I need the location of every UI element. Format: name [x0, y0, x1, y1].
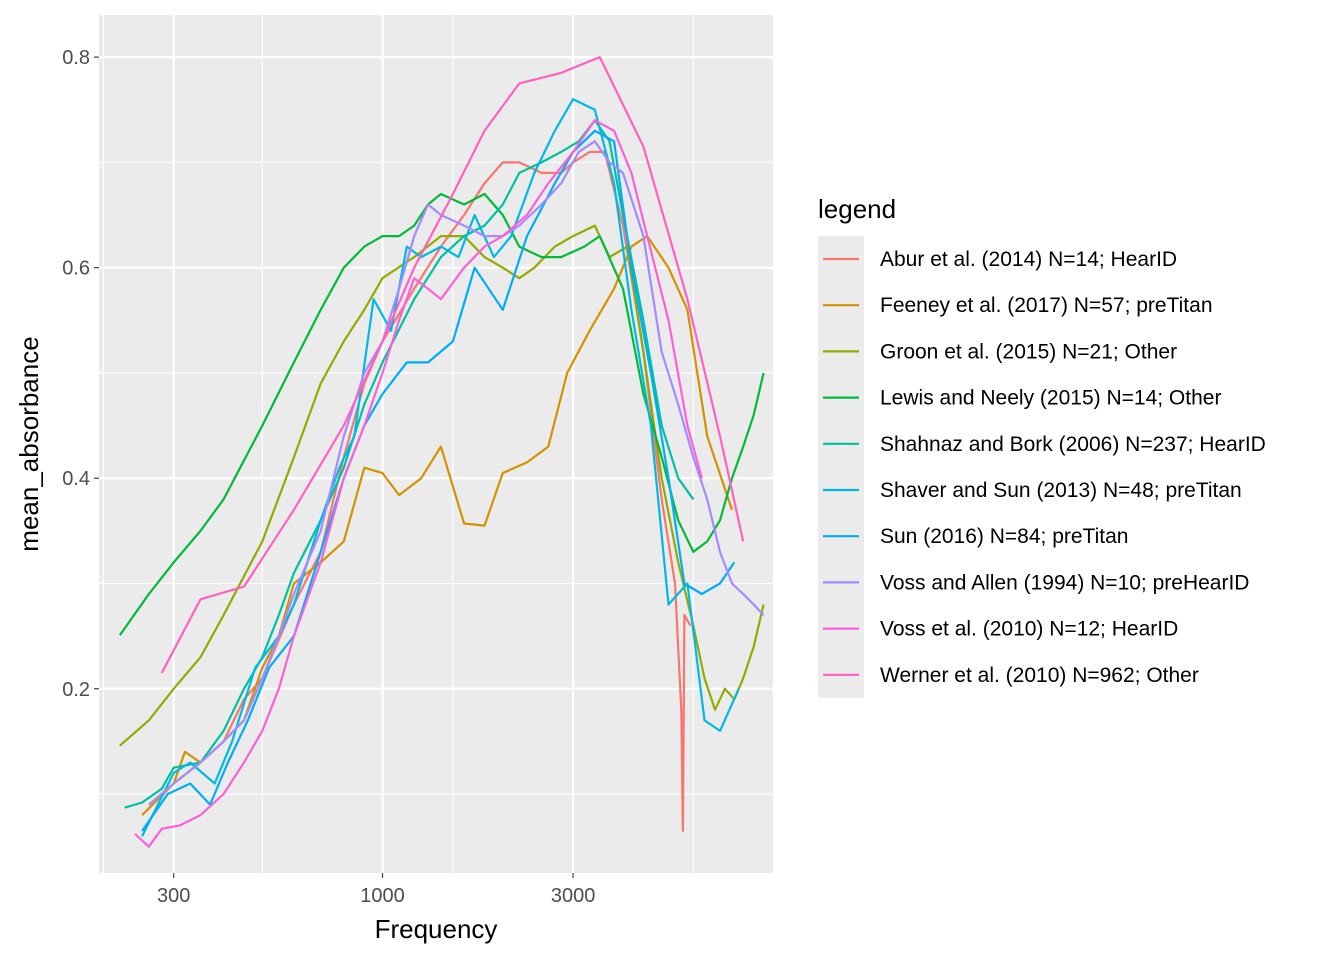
legend-label-10: Werner et al. (2010) N=962; Other	[880, 664, 1199, 687]
legend-key-background	[818, 235, 864, 698]
series-layer	[119, 56, 765, 848]
y-axis-title: mean_absorbance	[14, 336, 44, 551]
y-tick-label: 0.4	[62, 468, 90, 490]
legend-label-2: Feeney et al. (2017) N=57; preTitan	[880, 294, 1213, 317]
legend-label-4: Lewis and Neely (2015) N=14; Other	[880, 387, 1221, 410]
legend-label-6: Shaver and Sun (2013) N=48; preTitan	[880, 479, 1242, 502]
y-tick-label: 0.8	[62, 47, 90, 69]
series-line-6	[141, 98, 740, 837]
x-tick-label: 300	[157, 885, 190, 907]
legend: legend Abur et al. (2014) N=14; HearID Fe…	[818, 194, 1266, 698]
series-line-8	[148, 140, 765, 806]
series-line-9	[134, 119, 703, 848]
x-tick-label: 3000	[551, 885, 596, 907]
series-line-5	[124, 119, 695, 809]
legend-title: legend	[818, 194, 896, 224]
legend-label-1: Abur et al. (2014) N=14; HearID	[880, 248, 1177, 271]
legend-label-3: Groon et al. (2015) N=21; Other	[880, 340, 1177, 363]
legend-label-8: Voss and Allen (1994) N=10; preHearID	[880, 571, 1249, 594]
grid-minor	[99, 15, 773, 873]
y-tick-label: 0.2	[62, 679, 90, 701]
legend-label-7: Sun (2016) N=84; preTitan	[880, 525, 1128, 548]
x-axis-title: Frequency	[375, 914, 498, 944]
series-line-7	[141, 129, 736, 832]
plot-panel	[99, 15, 773, 873]
legend-items: Abur et al. (2014) N=14; HearID Feeney et…	[823, 248, 1266, 687]
legend-label-5: Shahnaz and Bork (2006) N=237; HearID	[880, 433, 1266, 456]
series-line-4	[119, 192, 765, 636]
series-line-1	[141, 150, 692, 832]
series-line-3	[119, 224, 765, 747]
series-line-10	[160, 56, 745, 674]
x-axis: 300 1000 3000	[157, 873, 595, 907]
x-tick-label: 1000	[360, 885, 405, 907]
y-tick-label: 0.6	[62, 258, 90, 280]
legend-label-9: Voss et al. (2010) N=12; HearID	[880, 618, 1178, 641]
y-axis: 0.2 0.4 0.6 0.8	[62, 47, 99, 701]
